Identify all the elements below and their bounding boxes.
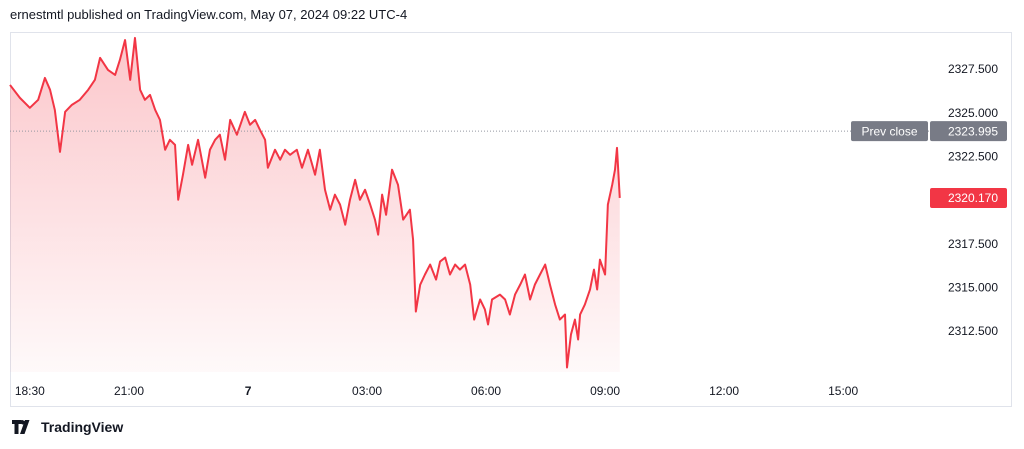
y-tick-label: 2312.500 xyxy=(948,324,998,338)
last-price-tag xyxy=(930,187,1007,208)
brand: TradingView xyxy=(41,419,124,435)
x-tick-label: 06:00 xyxy=(471,384,501,398)
x-tick-label: 09:00 xyxy=(590,384,620,398)
x-tick-label: 15:00 xyxy=(828,384,858,398)
x-tick-label: 21:00 xyxy=(114,384,144,398)
last-price-label: 2320.170 xyxy=(948,191,998,205)
x-tick-label: 7 xyxy=(245,384,252,398)
y-tick-label: 2315.000 xyxy=(948,280,998,294)
x-tick-label: 12:00 xyxy=(709,384,739,398)
y-tick-label: 2327.500 xyxy=(948,62,998,76)
footer: TradingView xyxy=(12,419,123,435)
prev-close-value: 2323.995 xyxy=(948,124,998,138)
x-tick-label: 18:30 xyxy=(15,384,45,398)
area xyxy=(10,37,620,372)
y-tick-label: 2325.000 xyxy=(948,106,998,120)
y-tick-label: 2322.500 xyxy=(948,149,998,163)
price-line xyxy=(9,36,621,369)
prev-close-tag xyxy=(851,121,928,142)
prev-close-value-tag xyxy=(930,121,1007,142)
x-tick-label: 03:00 xyxy=(352,384,382,398)
y-tick-label: 2317.500 xyxy=(948,237,998,251)
header: ernestmtl published on TradingView.com, … xyxy=(10,7,408,22)
logo xyxy=(12,420,30,434)
prev-close-label: Prev close xyxy=(861,124,917,138)
